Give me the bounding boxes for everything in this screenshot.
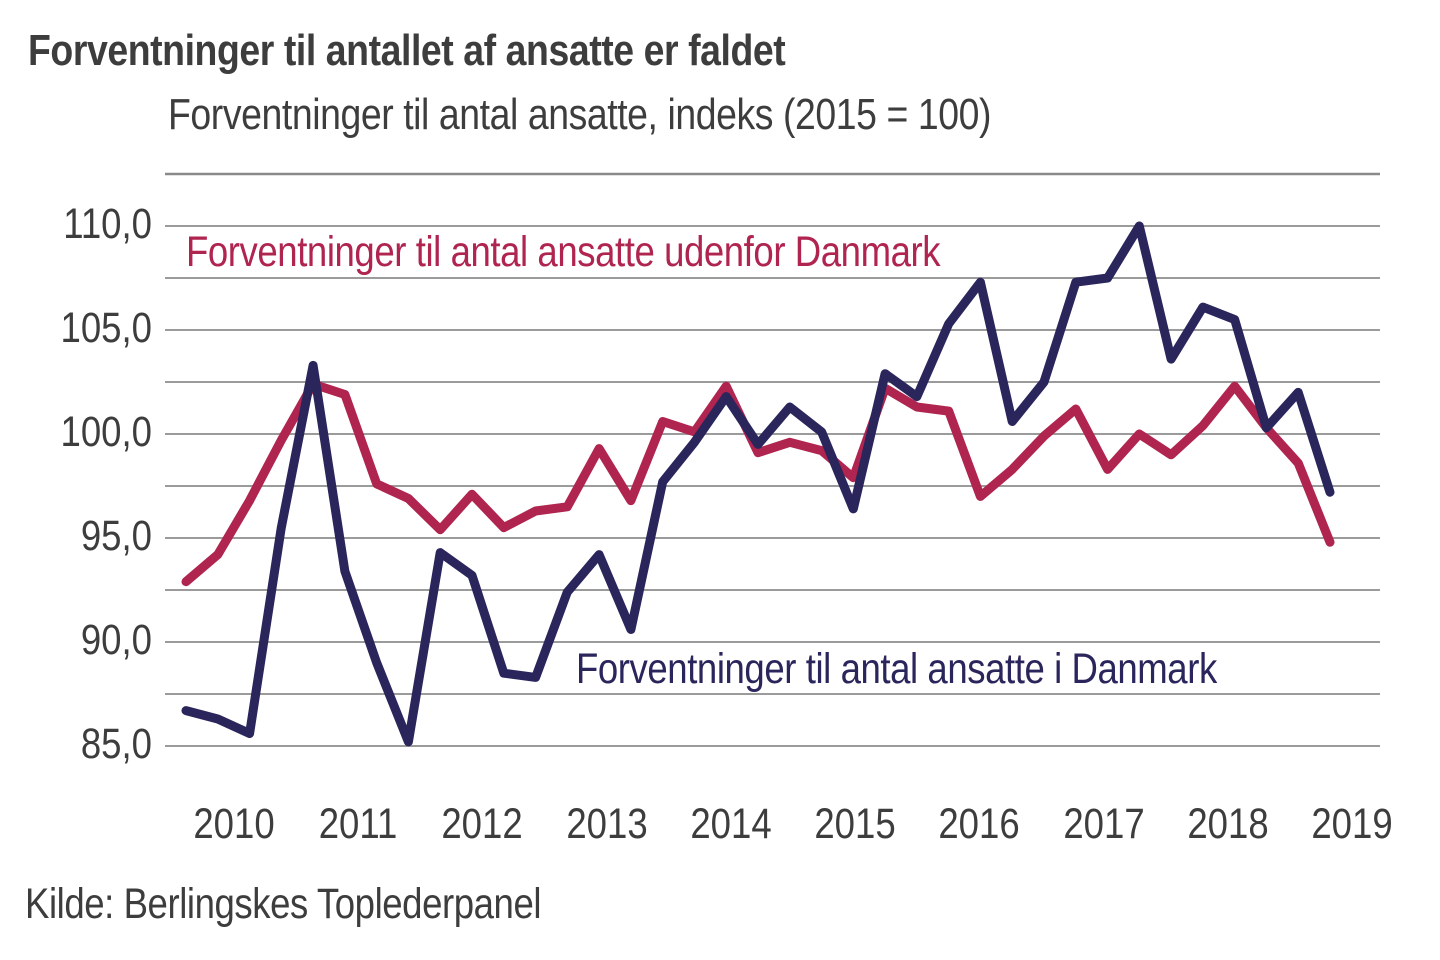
y-tick-label-95: 95,0: [80, 512, 152, 560]
series-lines: [181, 221, 1335, 747]
chart-subtitle: Forventninger til antal ansatte, indeks …: [168, 90, 992, 139]
gridlines: [165, 172, 1380, 747]
x-tick-label-2017: 2017: [1062, 800, 1145, 848]
x-tick-label-2011: 2011: [318, 800, 398, 848]
y-tick-label-105: 105,0: [60, 304, 153, 352]
x-tick-label-2014: 2014: [690, 800, 772, 848]
x-tick-label-2019: 2019: [1311, 800, 1393, 848]
x-tick-label-2018: 2018: [1187, 800, 1269, 848]
source-note: Kilde: Berlingskes Toplederpanel: [25, 880, 542, 928]
legend-label-i-danmark: Forventninger til antal ansatte i Danmar…: [576, 645, 1217, 693]
x-tick-label-2012: 2012: [441, 800, 524, 848]
y-tick-label-90: 90,0: [80, 616, 152, 664]
y-tick-label-85: 85,0: [80, 720, 152, 768]
x-tick-label-2016: 2016: [938, 800, 1020, 848]
x-tick-label-2010: 2010: [193, 800, 275, 848]
y-tick-label-110: 110,0: [63, 200, 152, 248]
series-line-forventninger-til-antal-ansatte-udenfor-danmark: [181, 379, 1335, 587]
x-tick-label-2013: 2013: [565, 800, 648, 848]
series-line-forventninger-til-antal-ansatte-i-danmark: [181, 221, 1335, 747]
chart-title: Forventninger til antallet af ansatte er…: [28, 26, 786, 75]
x-tick-label-2015: 2015: [814, 800, 896, 848]
legend-label-udenfor-danmark: Forventninger til antal ansatte udenfor …: [186, 228, 941, 276]
y-tick-label-100: 100,0: [60, 408, 153, 456]
